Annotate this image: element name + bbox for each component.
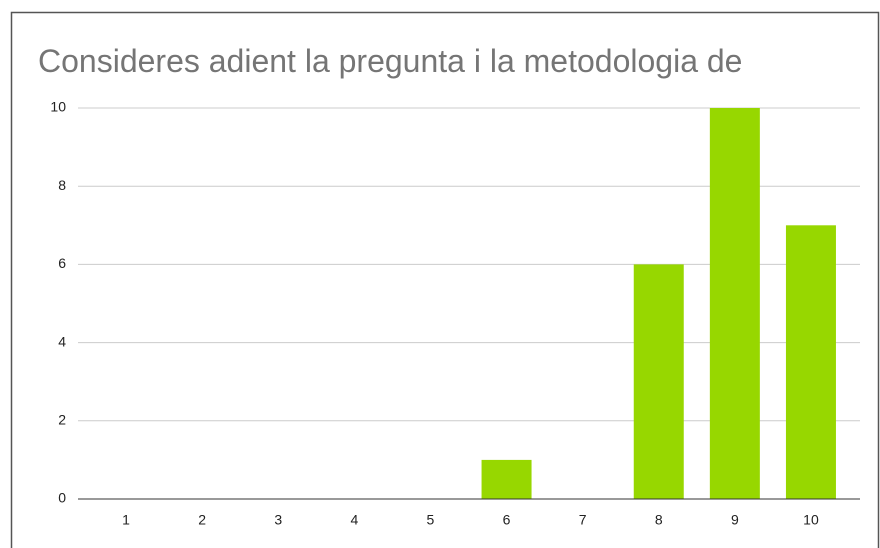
x-tick-label: 6 bbox=[503, 512, 511, 528]
bar bbox=[785, 225, 836, 500]
x-tick-label: 8 bbox=[655, 512, 663, 528]
y-tick-label: 4 bbox=[58, 333, 66, 349]
x-tick-label: 10 bbox=[803, 512, 819, 528]
bar bbox=[481, 459, 532, 499]
y-tick-label: 0 bbox=[58, 490, 66, 506]
y-tick-label: 2 bbox=[58, 412, 66, 428]
chart-title: Consideres adient la pregunta i la metod… bbox=[38, 43, 742, 79]
y-tick-label: 6 bbox=[58, 255, 66, 271]
x-tick-label: 7 bbox=[579, 512, 587, 528]
bar bbox=[709, 108, 760, 499]
bar bbox=[633, 264, 684, 499]
x-tick-label: 5 bbox=[427, 512, 435, 528]
x-tick-label: 9 bbox=[731, 512, 739, 528]
x-tick-label: 4 bbox=[350, 512, 358, 528]
x-tick-label: 1 bbox=[122, 512, 130, 528]
x-tick-label: 2 bbox=[198, 512, 206, 528]
y-tick-label: 10 bbox=[50, 99, 66, 115]
x-tick-label: 3 bbox=[274, 512, 282, 528]
y-tick-label: 8 bbox=[58, 177, 66, 193]
